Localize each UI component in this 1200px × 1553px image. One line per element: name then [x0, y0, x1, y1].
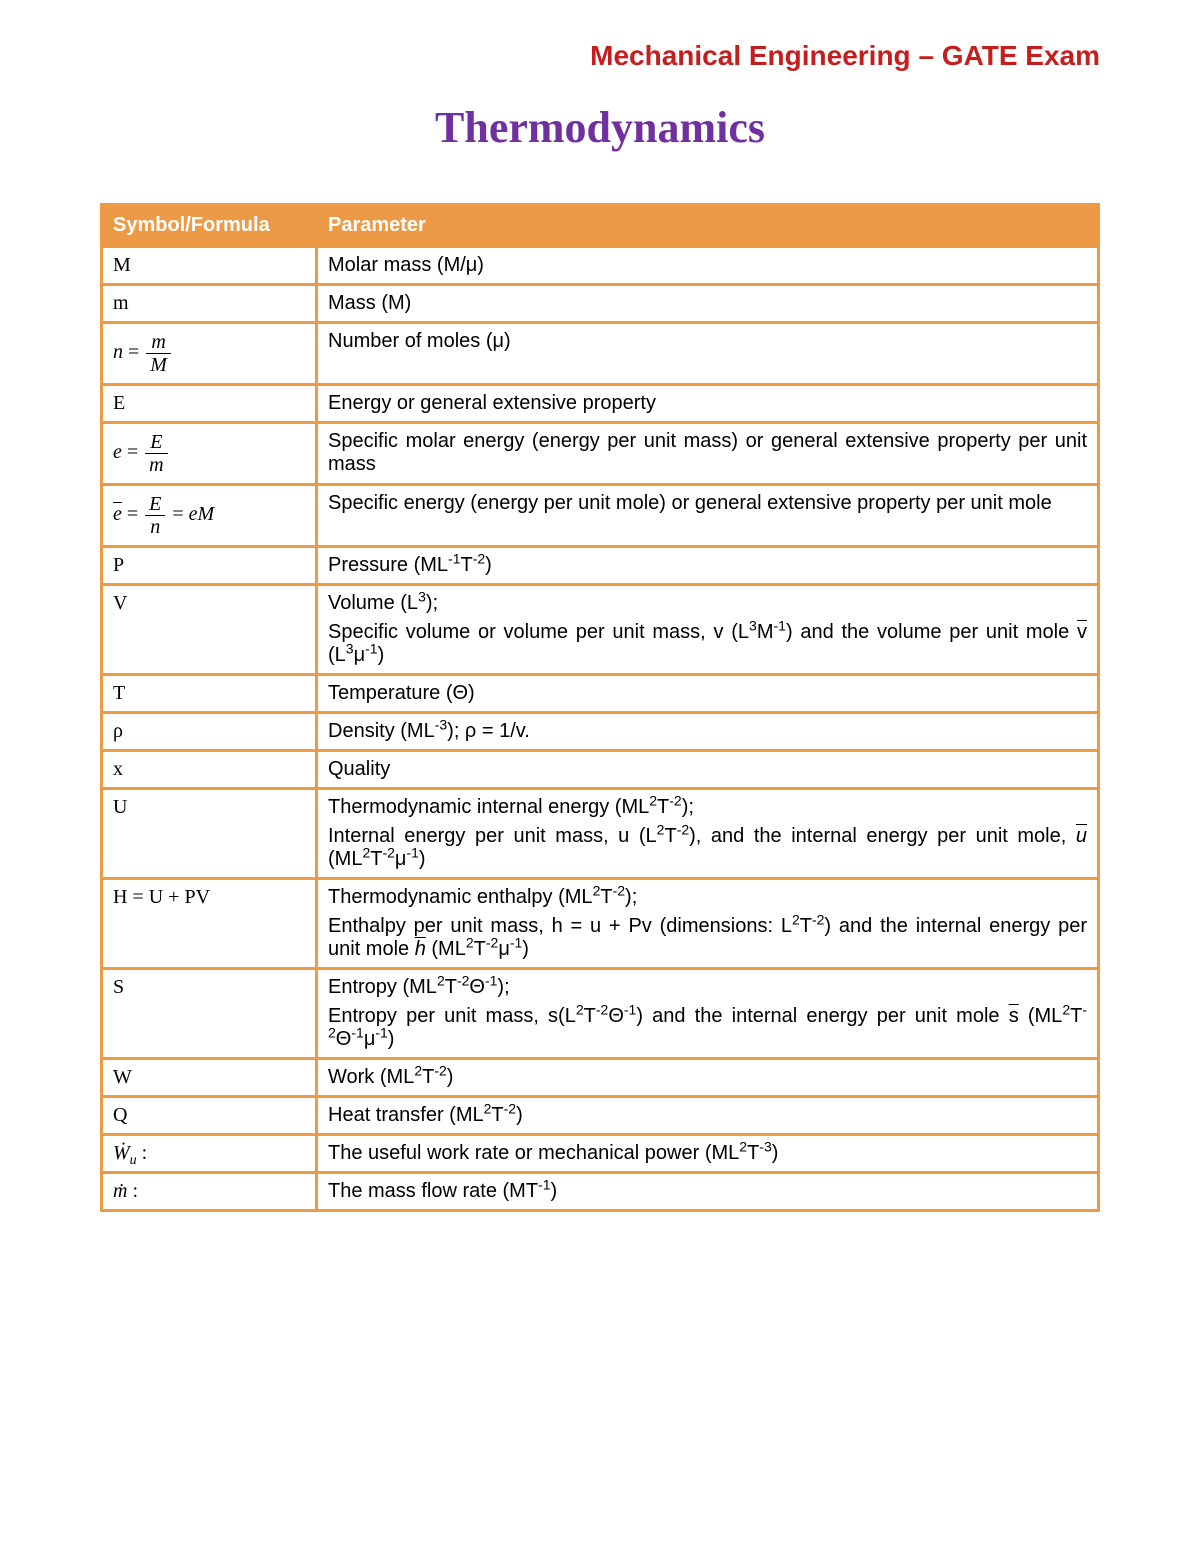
- table-row: VVolume (L3);Specific volume or volume p…: [102, 585, 1099, 675]
- table-row: H = U + PVThermodynamic enthalpy (ML2T-2…: [102, 879, 1099, 969]
- symbol-cell: n = mM: [102, 323, 317, 385]
- symbol-cell: W: [102, 1059, 317, 1097]
- symbol-cell: P: [102, 547, 317, 585]
- parameter-cell: Thermodynamic internal energy (ML2T-2);I…: [317, 789, 1099, 879]
- table-header-row: Symbol/Formula Parameter: [102, 205, 1099, 247]
- symbol-cell: V: [102, 585, 317, 675]
- symbol-cell: S: [102, 969, 317, 1059]
- symbol-cell: Q: [102, 1097, 317, 1135]
- table-row: xQuality: [102, 751, 1099, 789]
- table-body: MMolar mass (M/μ)mMass (M)n = mMNumber o…: [102, 247, 1099, 1211]
- parameter-cell: Entropy (ML2T-2Θ-1);Entropy per unit mas…: [317, 969, 1099, 1059]
- parameter-cell: Work (ML2T-2): [317, 1059, 1099, 1097]
- table-row: n = mMNumber of moles (μ): [102, 323, 1099, 385]
- symbol-cell: ṁ :: [102, 1173, 317, 1211]
- parameter-cell: The mass flow rate (MT-1): [317, 1173, 1099, 1211]
- table-row: Ẇu :The useful work rate or mechanical p…: [102, 1135, 1099, 1173]
- symbol-cell: x: [102, 751, 317, 789]
- symbol-cell: ρ: [102, 713, 317, 751]
- symbol-cell: Ẇu :: [102, 1135, 317, 1173]
- table-row: EEnergy or general extensive property: [102, 385, 1099, 423]
- parameter-cell: Energy or general extensive property: [317, 385, 1099, 423]
- symbol-cell: H = U + PV: [102, 879, 317, 969]
- parameter-cell: Specific molar energy (energy per unit m…: [317, 423, 1099, 485]
- table-row: ρDensity (ML-3); ρ = 1/v.: [102, 713, 1099, 751]
- parameter-cell: Volume (L3);Specific volume or volume pe…: [317, 585, 1099, 675]
- formula-table: Symbol/Formula Parameter MMolar mass (M/…: [100, 203, 1100, 1212]
- col-header-symbol: Symbol/Formula: [102, 205, 317, 247]
- table-row: PPressure (ML-1T-2): [102, 547, 1099, 585]
- parameter-cell: Molar mass (M/μ): [317, 247, 1099, 285]
- parameter-cell: Temperature (Θ): [317, 675, 1099, 713]
- symbol-cell: e = En = eM: [102, 485, 317, 547]
- parameter-cell: Density (ML-3); ρ = 1/v.: [317, 713, 1099, 751]
- table-row: MMolar mass (M/μ): [102, 247, 1099, 285]
- col-header-parameter: Parameter: [317, 205, 1099, 247]
- symbol-cell: e = Em: [102, 423, 317, 485]
- table-row: e = En = eMSpecific energy (energy per u…: [102, 485, 1099, 547]
- table-row: ṁ :The mass flow rate (MT-1): [102, 1173, 1099, 1211]
- parameter-cell: Pressure (ML-1T-2): [317, 547, 1099, 585]
- page-title: Thermodynamics: [100, 102, 1100, 153]
- parameter-cell: Quality: [317, 751, 1099, 789]
- table-row: e = EmSpecific molar energy (energy per …: [102, 423, 1099, 485]
- symbol-cell: U: [102, 789, 317, 879]
- parameter-cell: Mass (M): [317, 285, 1099, 323]
- page: Mechanical Engineering – GATE Exam Therm…: [0, 0, 1200, 1272]
- symbol-cell: M: [102, 247, 317, 285]
- header-banner: Mechanical Engineering – GATE Exam: [100, 40, 1100, 72]
- symbol-cell: T: [102, 675, 317, 713]
- parameter-cell: Specific energy (energy per unit mole) o…: [317, 485, 1099, 547]
- parameter-cell: Thermodynamic enthalpy (ML2T-2);Enthalpy…: [317, 879, 1099, 969]
- parameter-cell: Heat transfer (ML2T-2): [317, 1097, 1099, 1135]
- table-row: UThermodynamic internal energy (ML2T-2);…: [102, 789, 1099, 879]
- parameter-cell: Number of moles (μ): [317, 323, 1099, 385]
- parameter-cell: The useful work rate or mechanical power…: [317, 1135, 1099, 1173]
- symbol-cell: m: [102, 285, 317, 323]
- table-row: SEntropy (ML2T-2Θ-1);Entropy per unit ma…: [102, 969, 1099, 1059]
- table-row: TTemperature (Θ): [102, 675, 1099, 713]
- symbol-cell: E: [102, 385, 317, 423]
- table-row: QHeat transfer (ML2T-2): [102, 1097, 1099, 1135]
- table-row: WWork (ML2T-2): [102, 1059, 1099, 1097]
- table-row: mMass (M): [102, 285, 1099, 323]
